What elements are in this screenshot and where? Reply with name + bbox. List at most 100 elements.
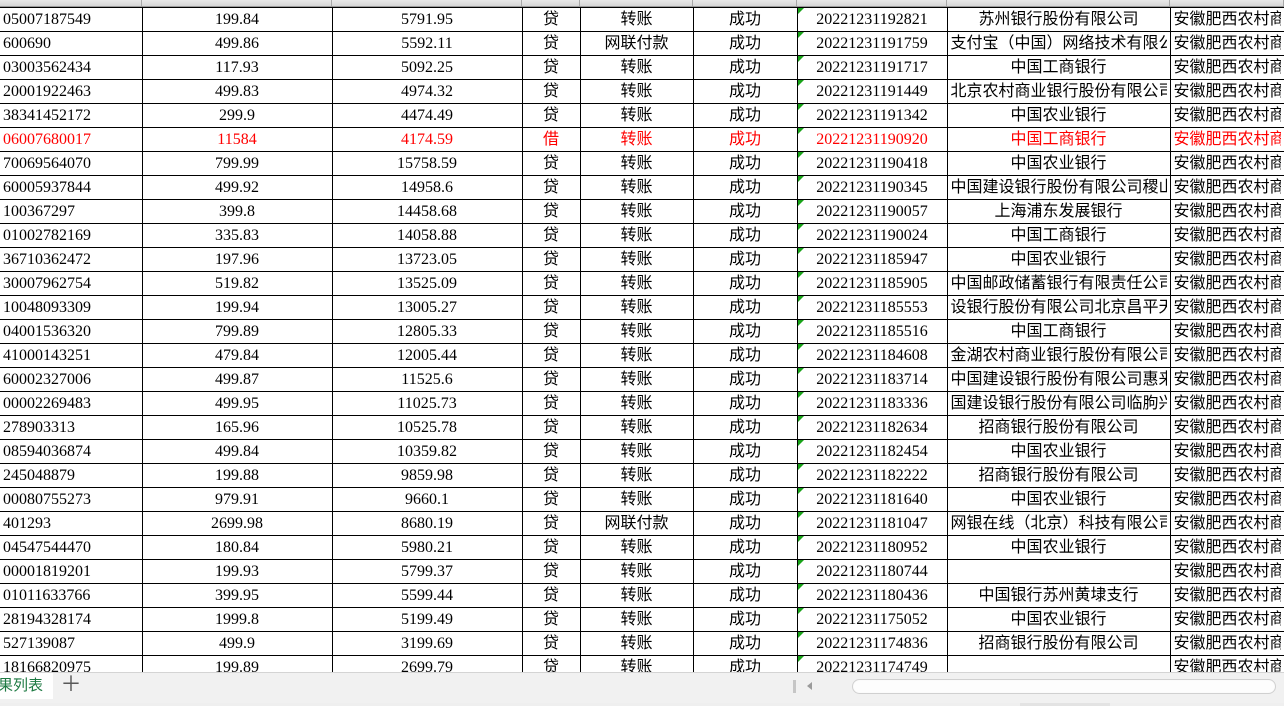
cell-account[interactable]: 70069564070 (0, 151, 143, 176)
cell-account[interactable]: 00001819201 (0, 559, 143, 584)
cell-own-bank[interactable]: 安徽肥西农村商业银行 (1170, 607, 1284, 632)
cell-balance[interactable]: 14058.88 (332, 223, 523, 248)
cell-own-bank[interactable]: 安徽肥西农村商业银行 (1170, 127, 1284, 152)
cell-tx-type[interactable]: 转账 (580, 343, 694, 368)
column-header-c[interactable] (332, 0, 522, 6)
cell-tx-type[interactable]: 转账 (580, 55, 694, 80)
cell-account[interactable]: 04001536320 (0, 319, 143, 344)
cell-counterparty-bank[interactable] (947, 655, 1171, 672)
cell-status[interactable]: 成功 (693, 151, 798, 176)
cell-status[interactable]: 成功 (693, 295, 798, 320)
cell-status[interactable]: 成功 (693, 7, 798, 32)
cell-counterparty-bank[interactable]: 中国建设银行股份有限公司惠来支行 (947, 367, 1171, 392)
cell-dc-flag[interactable]: 贷 (522, 655, 581, 672)
cell-counterparty-bank[interactable]: 招商银行股份有限公司 (947, 463, 1171, 488)
table-row[interactable]: 41000143251 479.84 12005.44 贷转账 成功 2022123118… (0, 343, 1284, 368)
cell-balance[interactable]: 5592.11 (332, 31, 523, 56)
cell-account[interactable]: 60002327006 (0, 367, 143, 392)
cell-balance[interactable]: 5799.37 (332, 559, 523, 584)
cell-amount[interactable]: 479.84 (142, 343, 333, 368)
cell-own-bank[interactable]: 安徽肥西农村商业银行 (1170, 439, 1284, 464)
cell-status[interactable]: 成功 (693, 583, 798, 608)
cell-dc-flag[interactable]: 贷 (522, 631, 581, 656)
cell-tx-type[interactable]: 转账 (580, 103, 694, 128)
cell-own-bank[interactable]: 安徽肥西农村商业银行 (1170, 55, 1284, 80)
table-row[interactable]: 04547544470 180.84 5980.21 贷转账 成功 20221231180… (0, 535, 1284, 560)
cell-timestamp[interactable]: 20221231191717 (797, 55, 948, 80)
cell-own-bank[interactable]: 安徽肥西农村商业银行 (1170, 463, 1284, 488)
cell-timestamp[interactable]: 20221231191759 (797, 31, 948, 56)
cell-balance[interactable]: 9859.98 (332, 463, 523, 488)
cell-dc-flag[interactable]: 贷 (522, 55, 581, 80)
cell-amount[interactable]: 799.99 (142, 151, 333, 176)
cell-account[interactable]: 20001922463 (0, 79, 143, 104)
cell-own-bank[interactable]: 安徽肥西农村商业银行 (1170, 151, 1284, 176)
cell-dc-flag[interactable]: 贷 (522, 271, 581, 296)
table-row[interactable]: 60005937844 499.92 14958.6 贷转账 成功 20221231190… (0, 175, 1284, 200)
cell-own-bank[interactable]: 安徽肥西农村商业银行 (1170, 247, 1284, 272)
cell-account[interactable]: 30007962754 (0, 271, 143, 296)
cell-own-bank[interactable]: 安徽肥西农村商业银行 (1170, 415, 1284, 440)
cell-amount[interactable]: 11584 (142, 127, 333, 152)
table-row[interactable]: 04001536320 799.89 12805.33 贷转账 成功 2022123118… (0, 319, 1284, 344)
cell-amount[interactable]: 399.8 (142, 199, 333, 224)
cell-timestamp[interactable]: 20221231191342 (797, 103, 948, 128)
column-header-d[interactable] (522, 0, 580, 6)
cell-status[interactable]: 成功 (693, 175, 798, 200)
cell-dc-flag[interactable]: 贷 (522, 199, 581, 224)
cell-amount[interactable]: 499.83 (142, 79, 333, 104)
cell-own-bank[interactable]: 安徽肥西农村商业银行 (1170, 79, 1284, 104)
cell-amount[interactable]: 199.94 (142, 295, 333, 320)
cell-timestamp[interactable]: 20221231190024 (797, 223, 948, 248)
cell-counterparty-bank[interactable]: 设银行股份有限公司北京昌平天通北 (947, 295, 1171, 320)
cell-account[interactable]: 05007187549 (0, 7, 143, 32)
cell-tx-type[interactable]: 转账 (580, 631, 694, 656)
cell-account[interactable]: 01011633766 (0, 583, 143, 608)
cell-dc-flag[interactable]: 贷 (522, 31, 581, 56)
cell-balance[interactable]: 11025.73 (332, 391, 523, 416)
cell-tx-type[interactable]: 转账 (580, 319, 694, 344)
cell-counterparty-bank[interactable]: 中国邮政储蓄银行有限责任公司 (947, 271, 1171, 296)
cell-status[interactable]: 成功 (693, 247, 798, 272)
table-row[interactable]: 00002269483 499.95 11025.73 贷转账 成功 2022123118… (0, 391, 1284, 416)
column-header-g[interactable] (797, 0, 947, 6)
cell-dc-flag[interactable]: 贷 (522, 247, 581, 272)
cell-counterparty-bank[interactable]: 中国农业银行 (947, 439, 1171, 464)
cell-tx-type[interactable]: 转账 (580, 151, 694, 176)
cell-timestamp[interactable]: 20221231174749 (797, 655, 948, 672)
cell-dc-flag[interactable]: 借 (522, 127, 581, 152)
column-header-b[interactable] (142, 0, 332, 6)
table-row[interactable]: 245048879 199.88 9859.98 贷转账 成功 2022123118222… (0, 463, 1284, 488)
cell-timestamp[interactable]: 20221231185905 (797, 271, 948, 296)
cell-balance[interactable]: 8680.19 (332, 511, 523, 536)
cell-tx-type[interactable]: 转账 (580, 391, 694, 416)
horizontal-scroll-controls[interactable] (793, 679, 833, 695)
cell-balance[interactable]: 10359.82 (332, 439, 523, 464)
cell-amount[interactable]: 335.83 (142, 223, 333, 248)
cell-timestamp[interactable]: 20221231184608 (797, 343, 948, 368)
cell-amount[interactable]: 199.93 (142, 559, 333, 584)
cell-tx-type[interactable]: 转账 (580, 559, 694, 584)
cell-counterparty-bank[interactable]: 北京农村商业银行股份有限公司 (947, 79, 1171, 104)
table-row[interactable]: 60002327006 499.87 11525.6 贷转账 成功 20221231183… (0, 367, 1284, 392)
cell-dc-flag[interactable]: 贷 (522, 535, 581, 560)
cell-tx-type[interactable]: 转账 (580, 415, 694, 440)
cell-counterparty-bank[interactable]: 中国农业银行 (947, 103, 1171, 128)
cell-dc-flag[interactable]: 贷 (522, 583, 581, 608)
sheet-tab-active[interactable]: 果列表 (0, 673, 54, 699)
cell-timestamp[interactable]: 20221231174836 (797, 631, 948, 656)
cell-account[interactable]: 00002269483 (0, 391, 143, 416)
cell-status[interactable]: 成功 (693, 439, 798, 464)
cell-dc-flag[interactable]: 贷 (522, 7, 581, 32)
cell-account[interactable]: 06007680017 (0, 127, 143, 152)
cell-timestamp[interactable]: 20221231182222 (797, 463, 948, 488)
cell-tx-type[interactable]: 转账 (580, 127, 694, 152)
cell-dc-flag[interactable]: 贷 (522, 151, 581, 176)
cell-balance[interactable]: 5199.49 (332, 607, 523, 632)
cell-timestamp[interactable]: 20221231182454 (797, 439, 948, 464)
column-header-h[interactable] (947, 0, 1170, 6)
cell-counterparty-bank[interactable]: 中国农业银行 (947, 607, 1171, 632)
cell-counterparty-bank[interactable]: 中国建设银行股份有限公司稷山支行 (947, 175, 1171, 200)
cell-account[interactable]: 38341452172 (0, 103, 143, 128)
cell-status[interactable]: 成功 (693, 343, 798, 368)
